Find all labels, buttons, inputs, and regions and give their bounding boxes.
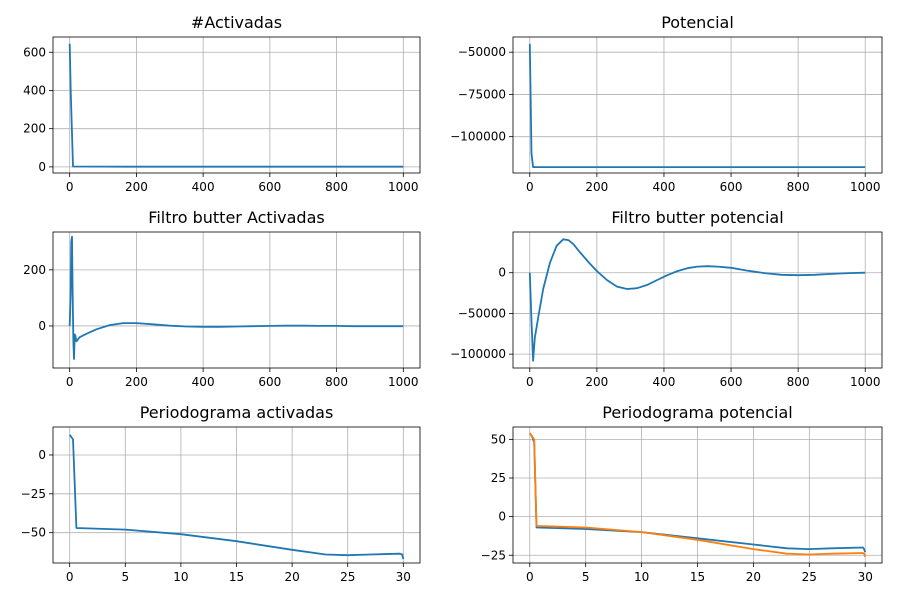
- x-tick-label: 600: [258, 375, 281, 389]
- y-tick-label: 600: [23, 45, 46, 59]
- y-tick-label: 200: [23, 122, 46, 136]
- y-tick-label: −100000: [450, 130, 506, 144]
- x-tick-label: 25: [340, 570, 355, 584]
- x-tick-label: 20: [746, 570, 761, 584]
- x-tick-label: 200: [125, 375, 148, 389]
- x-tick-label: 400: [653, 180, 676, 194]
- y-tick-label: 400: [23, 83, 46, 97]
- subplot-5: Periodograma activadas 0 5 10 15 20 25 30 0 −25 −5…: [21, 403, 421, 584]
- series-line-2: [529, 432, 867, 558]
- x-tick-label: 200: [125, 180, 148, 194]
- x-tick-label: 400: [192, 375, 215, 389]
- axes-frame: [512, 426, 883, 564]
- axes-frame: [52, 36, 421, 174]
- y-tick-label: 25: [491, 471, 506, 485]
- x-tick-label: 1000: [850, 180, 881, 194]
- x-tick-label: 0: [66, 570, 74, 584]
- y-tick-label: 0: [38, 319, 46, 333]
- x-tick-label: 5: [582, 570, 590, 584]
- x-tick-label: 600: [720, 375, 743, 389]
- series-line-1: [528, 43, 866, 169]
- x-tick-label: 0: [66, 180, 74, 194]
- y-tick-label: −25: [21, 487, 46, 501]
- subplot-4: Filtro butter potencial 0 200 400 600 800 1000…: [450, 208, 883, 389]
- subplot-title: Periodograma activadas: [140, 403, 334, 422]
- y-tick-label: 0: [498, 510, 506, 524]
- series-line-1: [68, 434, 405, 560]
- y-tick-label: 0: [38, 448, 46, 462]
- axes-frame: [52, 426, 421, 564]
- x-tick-label: 400: [653, 375, 676, 389]
- x-tick-label: 15: [690, 570, 705, 584]
- subplot-title: Filtro butter Activadas: [148, 208, 324, 227]
- x-tick-label: 600: [720, 180, 743, 194]
- subplot-3: Filtro butter Activadas 0 200 400 600 800 1000…: [23, 208, 421, 389]
- y-tick-label: −50000: [458, 306, 506, 320]
- x-tick-label: 0: [526, 570, 534, 584]
- y-tick-label: 50: [491, 432, 506, 446]
- series-line-1: [68, 43, 404, 168]
- x-tick-label: 25: [802, 570, 817, 584]
- x-tick-label: 600: [258, 180, 281, 194]
- subplot-title: #Activadas: [191, 13, 282, 32]
- x-tick-label: 1000: [388, 180, 419, 194]
- axes-frame: [512, 231, 883, 369]
- y-tick-label: −100000: [450, 347, 506, 361]
- series-line-1: [528, 238, 866, 362]
- axes-frame: [512, 36, 883, 174]
- x-tick-label: 200: [585, 180, 608, 194]
- subplot-1: #Activadas 0 200 400 600 800 1000 0 200 400 600: [23, 13, 421, 194]
- y-tick-label: −25: [481, 548, 506, 562]
- y-tick-label: 0: [498, 266, 506, 280]
- x-tick-label: 20: [284, 570, 299, 584]
- x-tick-label: 10: [173, 570, 188, 584]
- subplot-title: Filtro butter potencial: [611, 208, 783, 227]
- subplot-title: Periodograma potencial: [602, 403, 792, 422]
- x-tick-label: 5: [121, 570, 129, 584]
- subplot-6: Periodograma potencial 0 5 10 15 20 25 30 50 25 0 −…: [481, 403, 883, 584]
- y-tick-label: 0: [38, 160, 46, 174]
- x-tick-label: 200: [585, 375, 608, 389]
- x-tick-label: 0: [526, 375, 534, 389]
- y-tick-label: −75000: [458, 87, 506, 101]
- y-tick-label: −50: [21, 526, 46, 540]
- x-tick-label: 15: [229, 570, 244, 584]
- x-tick-label: 800: [325, 375, 348, 389]
- series-line-1: [68, 235, 404, 360]
- x-tick-label: 30: [858, 570, 873, 584]
- y-tick-label: 200: [23, 263, 46, 277]
- x-tick-label: 30: [396, 570, 411, 584]
- subplot-title: Potencial: [661, 13, 734, 32]
- axes-frame: [52, 231, 421, 369]
- x-tick-label: 800: [787, 180, 810, 194]
- x-tick-label: 400: [192, 180, 215, 194]
- x-tick-label: 1000: [388, 375, 419, 389]
- x-tick-label: 1000: [850, 375, 881, 389]
- x-tick-label: 800: [787, 375, 810, 389]
- x-tick-label: 0: [526, 180, 534, 194]
- x-tick-label: 800: [325, 180, 348, 194]
- x-tick-label: 10: [634, 570, 649, 584]
- y-tick-label: −50000: [458, 45, 506, 59]
- x-tick-label: 0: [66, 375, 74, 389]
- subplot-2: Potencial 0 200 400 600 800 1000 −50000 −75000 −1…: [450, 13, 883, 194]
